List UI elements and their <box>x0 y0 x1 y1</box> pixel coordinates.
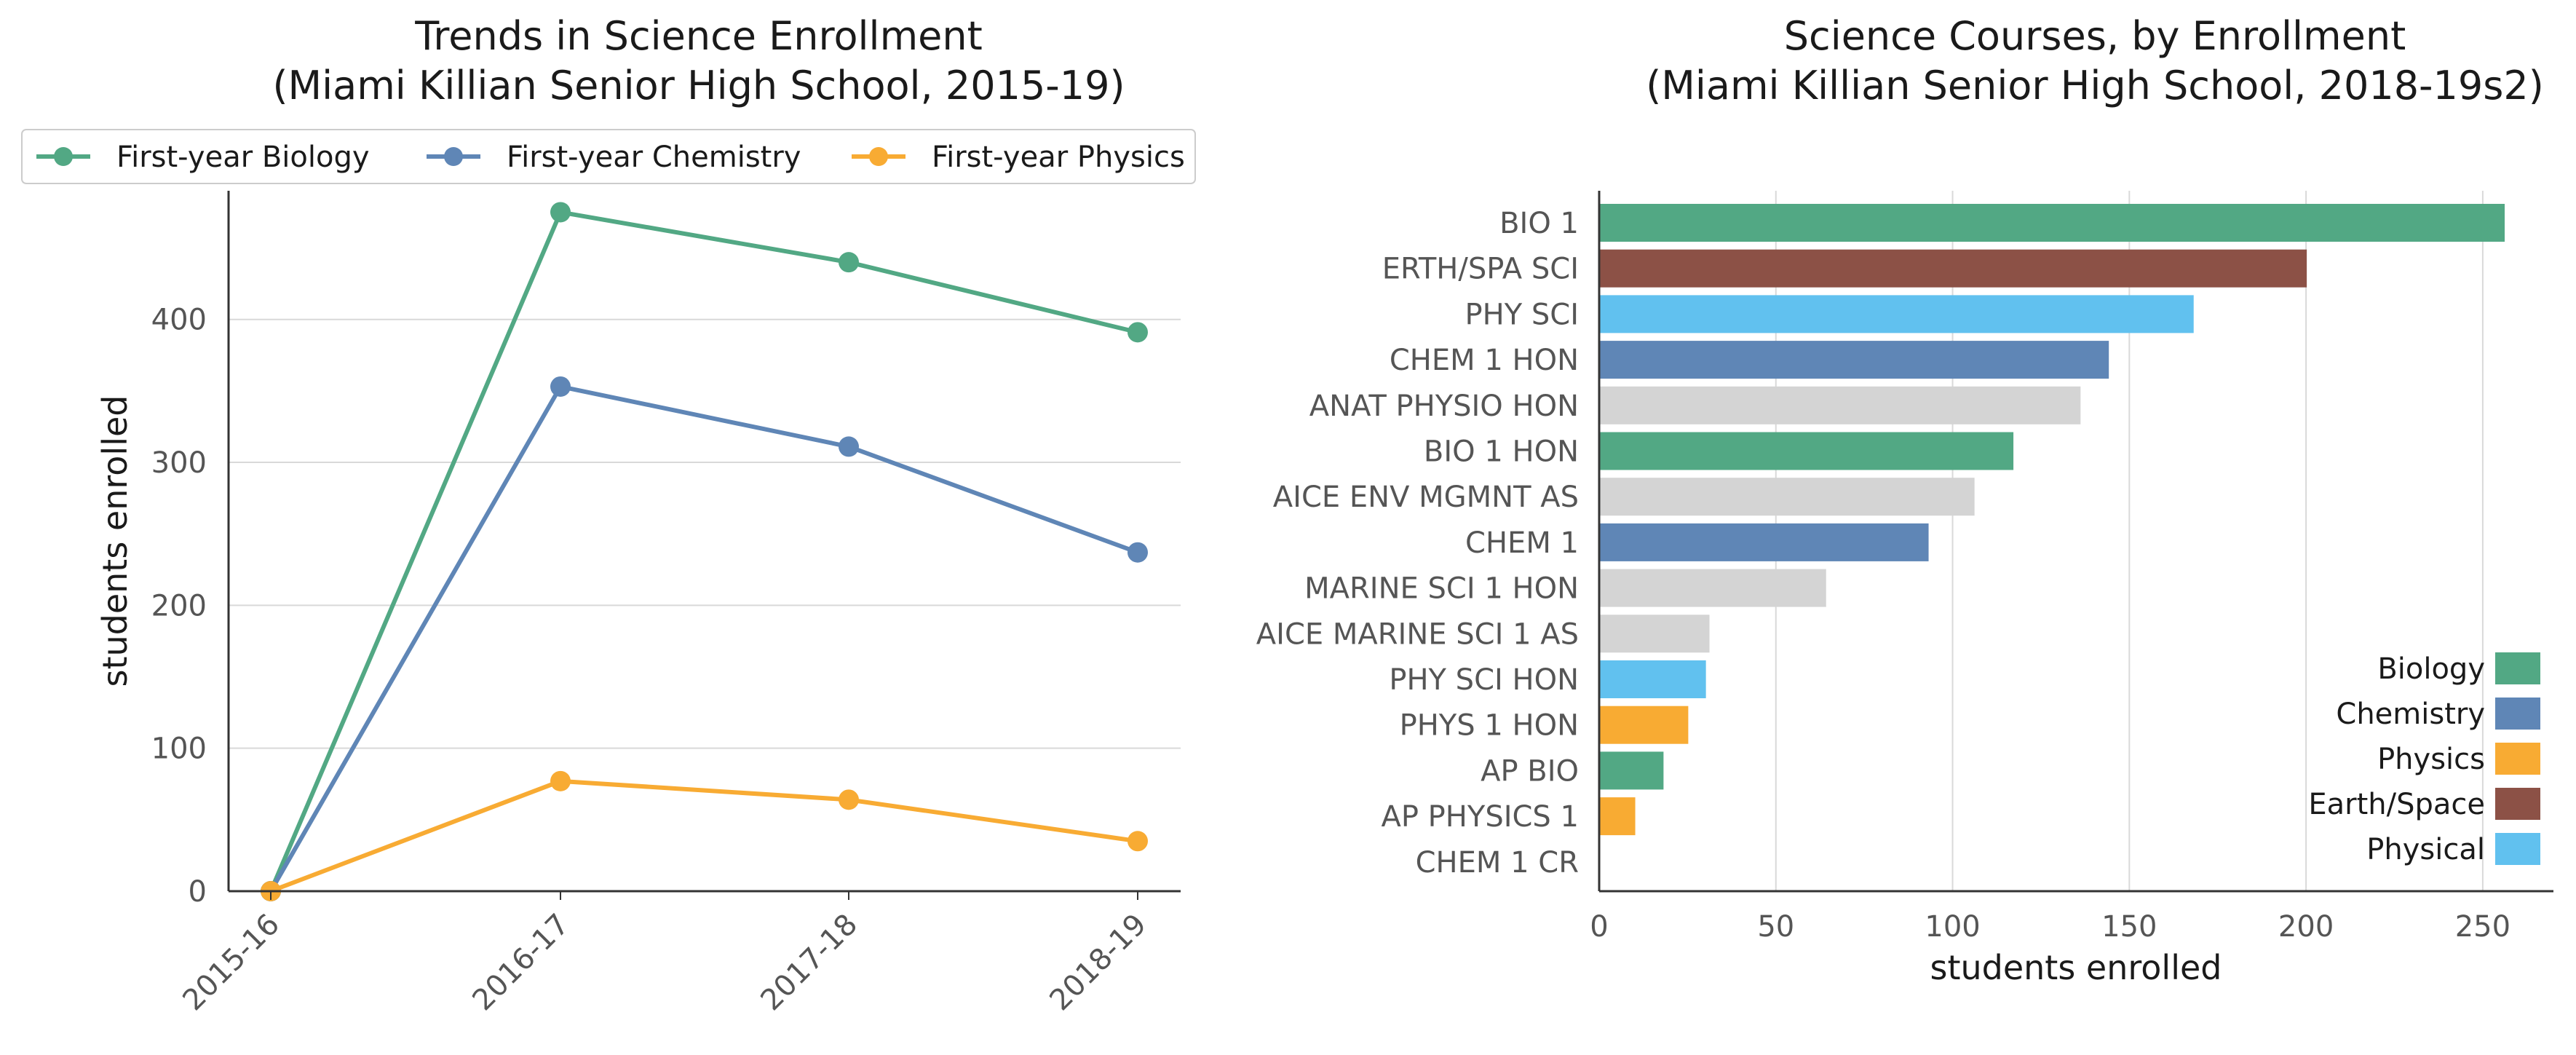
bar-chart-x-tick-label: 50 <box>1757 910 1794 944</box>
line-chart-legend-label: First-year Biology <box>116 141 370 174</box>
bar-category-label: CHEM 1 CR <box>1416 846 1579 880</box>
line-chart-y-axis-label: students enrolled <box>95 395 135 687</box>
bar-chart-legend-label: Earth/Space <box>2308 788 2485 821</box>
line-chart-legend-marker <box>869 147 888 166</box>
line-chart-series <box>261 202 1148 901</box>
line-chart-legend-marker <box>54 147 73 166</box>
bar <box>1600 386 2081 424</box>
bar-category-label: CHEM 1 <box>1465 526 1579 560</box>
bar-chart-x-tick-label: 150 <box>2101 910 2157 944</box>
bar-chart-x-tick-label: 250 <box>2455 910 2510 944</box>
bar-chart-x-tick-label: 200 <box>2278 910 2334 944</box>
bar-category-label: AP PHYSICS 1 <box>1381 800 1579 834</box>
bar-chart-legend-swatch <box>2495 652 2540 684</box>
bar-category-label: PHY SCI HON <box>1389 663 1579 697</box>
bar-chart-legend-swatch <box>2495 743 2540 775</box>
bar <box>1600 478 1975 516</box>
line-series-1-point <box>839 252 859 273</box>
line-chart-legend-marker <box>444 147 463 166</box>
bar-chart-legend-label: Chemistry <box>2336 698 2485 731</box>
bar-chart-category-labels: BIO 1 ERTH/SPA SCI PHY SCI CHEM 1 HON ANAT P… <box>1256 207 1579 880</box>
bar-chart-axes <box>1598 191 2553 893</box>
line-chart-y-tick-label: 400 <box>151 304 207 337</box>
line-chart-axes <box>227 191 1181 893</box>
bar-chart-legend-label: Physics <box>2377 743 2485 776</box>
line-chart-x-tick-label: 2016-17 <box>466 908 576 1018</box>
bar-chart-x-tick-label: 0 <box>1590 910 1608 944</box>
bar-category-label: BIO 1 <box>1499 207 1579 240</box>
bar-chart-legend-swatch <box>2495 698 2540 730</box>
bar <box>1600 569 1826 607</box>
line-chart-y-tick-label: 0 <box>189 875 207 909</box>
bar-chart-legend-swatch <box>2495 833 2540 865</box>
line-chart-x-tick-label: 2015-16 <box>176 908 286 1018</box>
bar-chart-bars <box>1600 204 2505 836</box>
line-series-3 <box>269 778 1138 893</box>
line-chart-y-tick-label: 300 <box>151 446 207 480</box>
bar-category-label: PHY SCI <box>1465 298 1579 331</box>
bar-category-label: MARINE SCI 1 HON <box>1304 572 1579 606</box>
bar-chart-title: Science Courses, by Enrollment <box>1784 13 2406 59</box>
line-chart-legend-frame <box>21 129 1196 184</box>
line-series-2-point <box>1128 542 1148 563</box>
line-series-2-point <box>550 376 571 397</box>
bar-category-label: AICE MARINE SCI 1 AS <box>1256 617 1579 651</box>
bar-chart-legend: Biology Chemistry Physics Earth/Space Physic… <box>2308 652 2540 866</box>
line-chart-y-tick-label: 100 <box>151 732 207 766</box>
bar-category-label: PHYS 1 HON <box>1400 709 1579 743</box>
bar-category-label: AICE ENV MGMNT AS <box>1273 481 1579 514</box>
line-chart-x-tick-label: 2018-19 <box>1043 908 1153 1018</box>
bar-chart-legend-swatch <box>2495 788 2540 820</box>
bar <box>1600 615 1710 653</box>
line-series-1-point <box>550 202 571 223</box>
bar <box>1600 295 2194 333</box>
line-series-1-point <box>1128 322 1148 343</box>
line-chart-subtitle: (Miami Killian Senior High School, 2015-… <box>272 63 1125 108</box>
bar-category-label: AP BIO <box>1481 754 1579 788</box>
bar-chart-subtitle: (Miami Killian Senior High School, 2018-… <box>1646 63 2544 108</box>
line-chart-x-tick-label: 2017-18 <box>754 908 864 1018</box>
bar <box>1600 523 1929 561</box>
bar <box>1600 204 2505 242</box>
line-chart-x-ticks: 2015-16 2016-17 2017-18 2018-19 <box>176 891 1153 1017</box>
line-series-3-point <box>550 770 571 791</box>
line-chart-legend-label: First-year Chemistry <box>507 141 801 174</box>
bar-category-label: ERTH/SPA SCI <box>1382 253 1579 286</box>
bar-chart-x-tick-label: 100 <box>1925 910 1980 944</box>
line-chart-legend-label: First-year Physics <box>932 141 1185 174</box>
line-series-3-point <box>839 789 859 810</box>
bar <box>1600 341 2109 379</box>
bar <box>1600 249 2307 288</box>
bar <box>1600 432 2014 470</box>
bar <box>1600 797 1636 836</box>
line-series-3-point <box>1128 831 1148 852</box>
line-series-1 <box>269 210 1138 893</box>
bar <box>1600 660 1706 698</box>
bar-chart-x-axis-label: students enrolled <box>1930 948 2222 987</box>
line-chart-y-tick-label: 200 <box>151 589 207 623</box>
line-chart-legend: First-year Biology First-year Chemistry Fi… <box>21 129 1196 184</box>
bar-chart-legend-label: Physical <box>2366 833 2485 866</box>
bar <box>1600 751 1664 790</box>
bar-category-label: CHEM 1 HON <box>1390 344 1579 377</box>
bar-category-label: BIO 1 HON <box>1424 435 1579 469</box>
bar-category-label: ANAT PHYSIO HON <box>1309 390 1579 423</box>
bar-chart-x-ticks: 0 50 100 150 200 250 <box>1590 910 2510 944</box>
line-chart-grid <box>229 318 1181 749</box>
line-chart-title: Trends in Science Enrollment <box>414 13 983 59</box>
line-series-2 <box>269 384 1139 893</box>
bar <box>1600 706 1689 744</box>
bar-chart-legend-label: Biology <box>2377 652 2485 686</box>
line-series-2-point <box>839 436 859 457</box>
line-chart-y-ticks: 0 100 200 300 400 <box>151 304 207 909</box>
